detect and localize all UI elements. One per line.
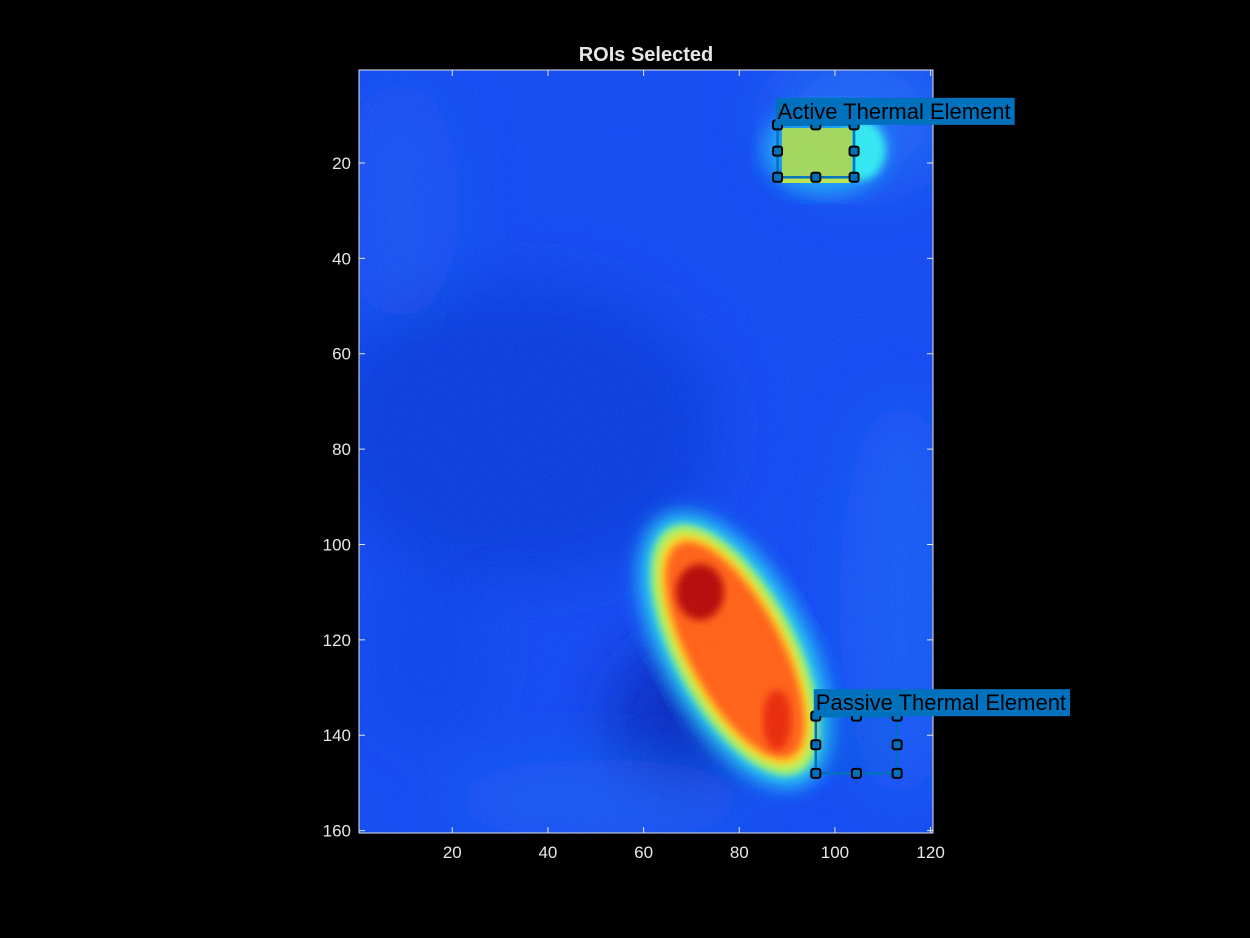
x-tick-label: 80	[730, 843, 749, 862]
y-tick-label: 40	[332, 249, 351, 268]
roi-resize-handle[interactable]	[810, 767, 822, 779]
roi-rectangle[interactable]: Passive Thermal Element	[810, 689, 1071, 779]
y-tick-label: 160	[323, 822, 351, 841]
y-tick-label: 80	[332, 440, 351, 459]
axes-box	[358, 69, 934, 834]
x-tick-label: 20	[443, 843, 462, 862]
roi-label-background	[813, 689, 1071, 717]
roi-resize-handle[interactable]	[891, 739, 903, 751]
y-tick-label: 20	[332, 154, 351, 173]
roi-layer: Active Thermal Element Passive Thermal El…	[772, 97, 1071, 779]
x-tick-label: 100	[821, 843, 849, 862]
figure-title: ROIs Selected	[579, 44, 714, 66]
x-tick-label: 60	[634, 843, 653, 862]
roi-outline[interactable]	[776, 123, 856, 179]
roi-resize-handle[interactable]	[810, 171, 822, 183]
roi-label[interactable]: Passive Thermal Element	[813, 689, 1071, 717]
roi-label[interactable]: Active Thermal Element	[775, 97, 1015, 125]
roi-resize-handle[interactable]	[848, 145, 860, 157]
roi-label-text: Active Thermal Element	[778, 99, 1011, 124]
y-tick-label: 100	[323, 535, 351, 554]
y-tick-label: 120	[323, 631, 351, 650]
roi-resize-handle[interactable]	[810, 739, 822, 751]
x-tick-label: 120	[916, 843, 944, 862]
y-tick-label: 60	[332, 345, 351, 364]
roi-rectangle[interactable]: Active Thermal Element	[772, 97, 1015, 183]
roi-label-background	[775, 97, 1015, 125]
roi-resize-handle[interactable]	[772, 171, 784, 183]
roi-resize-handle[interactable]	[891, 767, 903, 779]
roi-label-text: Passive Thermal Element	[816, 690, 1066, 715]
roi-resize-handle[interactable]	[848, 171, 860, 183]
y-axis: 20 40 60 80 100 120 140 160	[323, 154, 933, 841]
x-tick-label: 40	[538, 843, 557, 862]
roi-resize-handle[interactable]	[850, 767, 862, 779]
roi-outline[interactable]	[814, 714, 899, 775]
y-tick-label: 140	[323, 726, 351, 745]
roi-resize-handle[interactable]	[772, 145, 784, 157]
x-axis: 20 40 60 80 100 120	[443, 70, 945, 862]
